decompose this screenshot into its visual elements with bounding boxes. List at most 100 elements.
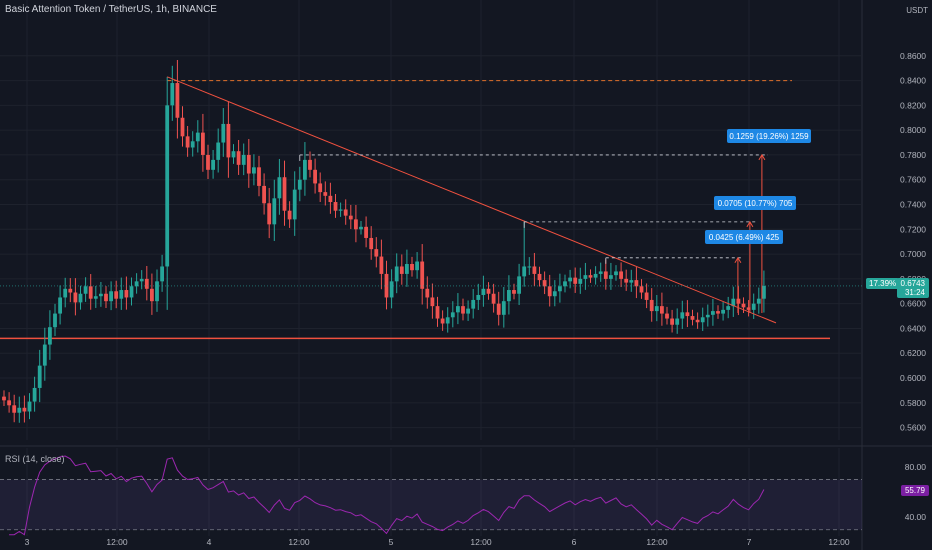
candle-body <box>461 306 465 314</box>
candle-body <box>563 281 567 287</box>
candle-body <box>83 286 88 294</box>
candle-body <box>609 275 613 279</box>
candle-body <box>537 273 542 281</box>
candle-body <box>17 407 22 413</box>
candle-body <box>180 117 185 137</box>
candle-body <box>476 294 481 300</box>
candle-body <box>211 159 215 170</box>
candle-body <box>384 273 389 298</box>
candle-body <box>318 183 323 193</box>
candle-body <box>287 210 292 220</box>
candle-body <box>700 317 705 323</box>
price-tick-label: 0.7600 <box>900 175 926 185</box>
rsi-line <box>9 455 765 536</box>
candle-body <box>37 365 42 388</box>
candle-body <box>354 219 358 230</box>
candle-body <box>716 311 720 314</box>
candle-body <box>379 256 384 274</box>
measure-arrow-head <box>734 256 742 264</box>
candle-body <box>634 280 639 287</box>
candle-body <box>552 291 557 297</box>
price-tick-label: 0.6400 <box>900 323 926 333</box>
candle-body <box>711 311 715 315</box>
candle-body <box>190 141 195 148</box>
time-tick-label: 5 <box>389 537 394 547</box>
candle-body <box>756 298 761 304</box>
candle-body <box>104 293 108 302</box>
candle-body <box>348 215 353 220</box>
candle-body <box>333 202 338 211</box>
candle-body <box>68 288 73 293</box>
candle-body <box>649 299 654 312</box>
candle-body <box>532 266 537 274</box>
candle-body <box>517 276 521 294</box>
measure-label-text: 0.0705 (10.77%) 705 <box>718 199 793 208</box>
price-tick-label: 0.5800 <box>900 398 926 408</box>
price-tick-label: 0.5600 <box>900 423 926 433</box>
candle-body <box>7 400 11 406</box>
price-tick-label: 0.6200 <box>900 348 926 358</box>
candle-body <box>78 293 83 303</box>
candle-body <box>578 278 583 284</box>
candle-body <box>501 301 506 315</box>
chart-title: Basic Attention Token / TetherUS, 1h, BI… <box>5 4 217 15</box>
candle-body <box>175 83 180 118</box>
candle-body <box>267 203 272 225</box>
time-tick-label: 12:00 <box>828 537 850 547</box>
candle-body <box>624 278 629 283</box>
price-tick-label: 0.7000 <box>900 249 926 259</box>
candle-body <box>670 318 674 325</box>
candle-body <box>420 261 425 289</box>
candle-body <box>155 281 159 302</box>
candle-body <box>731 298 736 307</box>
candle-body <box>343 209 348 216</box>
candle-body <box>598 271 603 274</box>
candle-body <box>481 288 486 295</box>
candle-body <box>328 195 333 203</box>
candle-body <box>690 316 695 320</box>
candle-body <box>507 290 511 302</box>
time-tick-label: 12:00 <box>470 537 492 547</box>
candle-body <box>308 159 312 170</box>
candle-body <box>445 317 450 324</box>
candle-body <box>527 266 532 268</box>
candle-body <box>619 271 623 279</box>
candlestick-series[interactable] <box>2 59 766 423</box>
drawing-tools[interactable]: 0.1259 (19.26%) 1259 0.0705 (10.77%) 705 0… <box>0 76 862 324</box>
candle-body <box>303 159 307 180</box>
horizontal-levels[interactable] <box>0 80 830 340</box>
descending-trendline <box>167 76 777 324</box>
candle-body <box>359 226 363 230</box>
candle-body <box>415 261 419 271</box>
rsi-pane[interactable] <box>0 455 862 536</box>
candle-body <box>751 303 756 310</box>
candle-body <box>134 281 139 287</box>
candle-body <box>221 123 226 143</box>
measure-arrow-head <box>758 153 766 161</box>
candle-body <box>32 387 37 402</box>
candle-body <box>2 396 6 401</box>
candle-body <box>374 249 379 257</box>
axis-unit-label: USDT <box>906 6 928 15</box>
candle-body <box>297 179 302 190</box>
candle-body <box>369 237 374 250</box>
candle-body <box>231 151 236 158</box>
candle-body <box>450 312 455 318</box>
price-tick-label: 0.7400 <box>900 200 926 210</box>
candle-body <box>216 142 221 160</box>
time-axis: 3 12:00 4 12:00 5 12:00 6 12:00 7 12:00 <box>25 537 850 547</box>
candle-body <box>150 288 154 302</box>
candle-body <box>42 344 47 366</box>
bar-countdown: 31:24 <box>904 288 925 297</box>
candle-body <box>486 288 491 294</box>
candle-body <box>746 307 751 310</box>
price-axis: 0.8600 0.8400 0.8200 0.8000 0.7800 0.7600 0.74… <box>900 51 926 433</box>
candle-body <box>139 278 144 282</box>
candle-body <box>685 312 690 317</box>
rsi-band <box>0 479 862 530</box>
time-tick-label: 7 <box>747 537 752 547</box>
candle-body <box>201 132 205 155</box>
candle-body <box>53 313 57 328</box>
rsi-value-badge: 55.79 <box>900 485 929 496</box>
